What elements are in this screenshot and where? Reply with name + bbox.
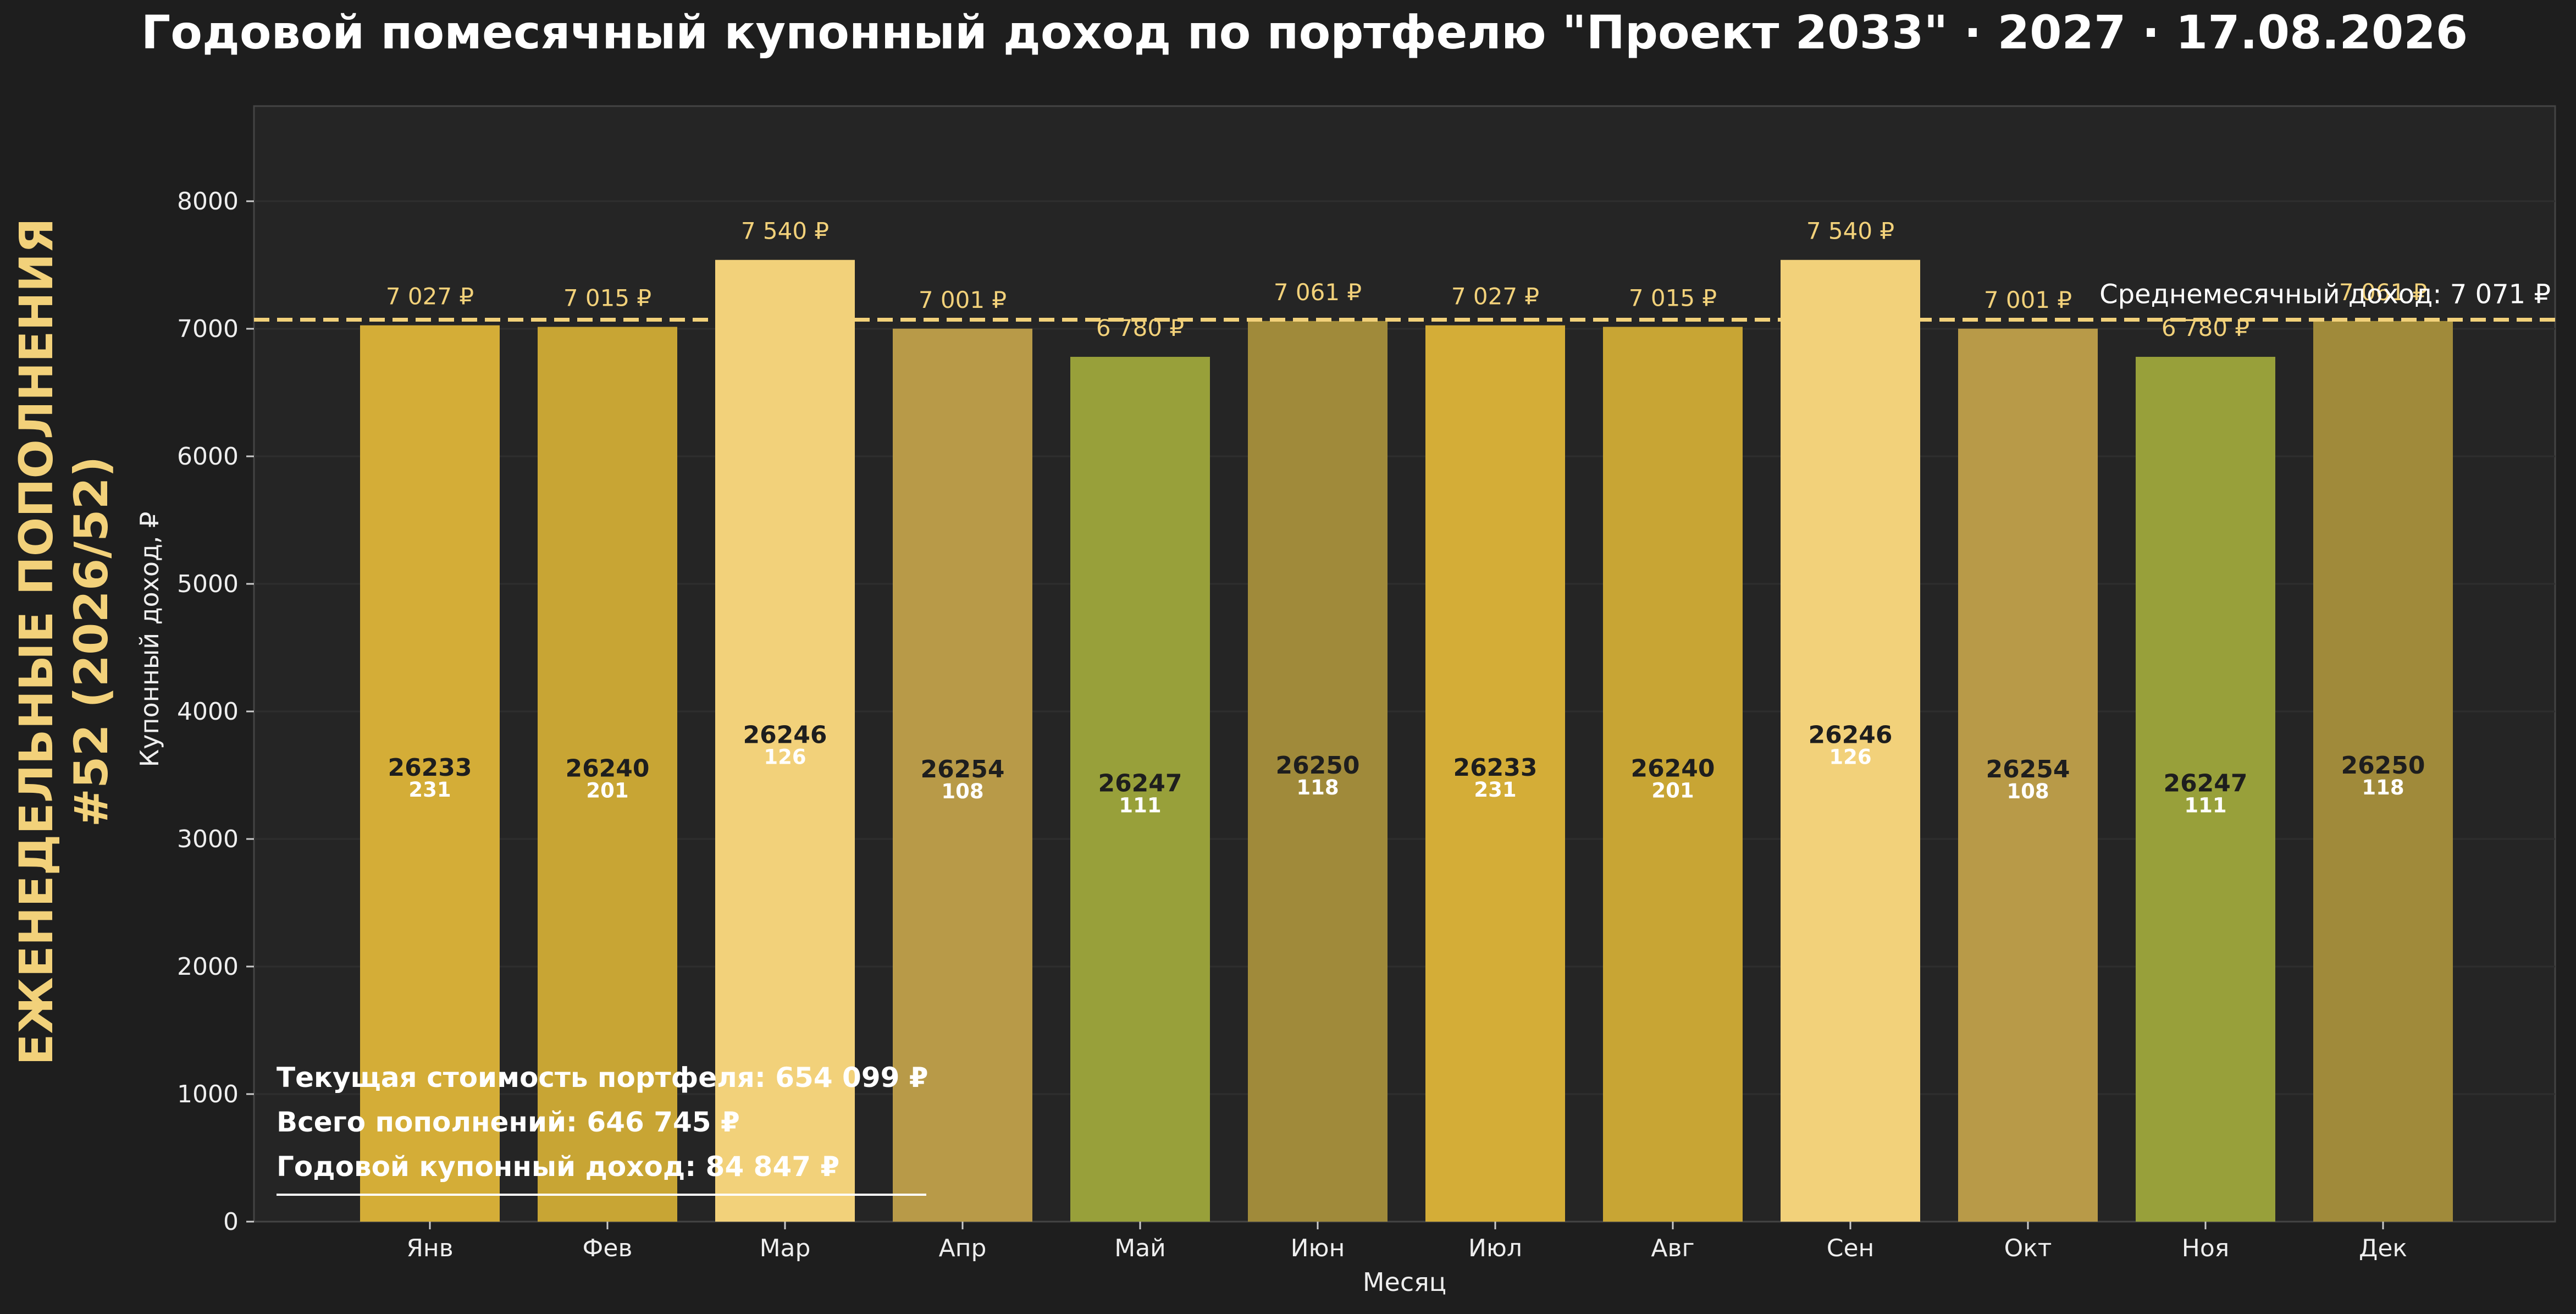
bar-value-label: 7 015 ₽ <box>1629 285 1717 312</box>
x-tick-label: Май <box>1114 1234 1166 1262</box>
bar <box>2136 357 2275 1222</box>
bar <box>1248 321 1387 1222</box>
bar-bond-code: 26240 <box>1630 754 1715 782</box>
bar-bond-count: 201 <box>1651 779 1694 802</box>
bar <box>2313 321 2453 1222</box>
bar-bond-count: 118 <box>1296 776 1339 799</box>
bar-bond-count: 111 <box>2184 794 2226 818</box>
bar-bond-count: 126 <box>1829 745 1871 769</box>
y-tick-label: 2000 <box>177 953 239 981</box>
x-tick-label: Мар <box>760 1234 811 1262</box>
x-tick-label: Сен <box>1827 1234 1875 1262</box>
bar-bond-count: 201 <box>586 779 628 802</box>
bar <box>715 260 855 1222</box>
bar-bond-code: 26250 <box>2341 752 2425 780</box>
y-tick-label: 1000 <box>177 1080 239 1108</box>
average-label: Среднемесячный доход: 7 071 ₽ <box>2099 279 2551 310</box>
bar-value-label: 7 540 ₽ <box>1806 218 1894 245</box>
summary-total-deposits: Всего пополнений: 646 745 ₽ <box>277 1106 740 1138</box>
summary-portfolio-value: Текущая стоимость портфеля: 654 099 ₽ <box>277 1062 928 1094</box>
y-axis-ticks: 0 1000 2000 3000 4000 5000 6000 7000 8000 <box>177 187 254 1236</box>
bar-value-label: 7 027 ₽ <box>1451 283 1539 310</box>
y-tick-label: 0 <box>223 1208 239 1236</box>
x-tick-label: Янв <box>406 1234 453 1262</box>
x-tick-label: Окт <box>2004 1234 2052 1262</box>
bar-bond-code: 26254 <box>1986 755 2070 783</box>
bar-bond-code: 26233 <box>1453 754 1537 782</box>
side-title-line-2: #52 (2026/52) <box>64 456 118 827</box>
x-tick-label: Ноя <box>2182 1234 2229 1262</box>
bar-bond-code: 26246 <box>743 721 827 749</box>
x-axis-label: Месяц <box>1363 1267 1446 1297</box>
bar-value-label: 7 001 ₽ <box>919 286 1007 313</box>
y-tick-label: 6000 <box>177 443 239 471</box>
x-tick-label: Авг <box>1651 1234 1694 1262</box>
bar-bond-count: 108 <box>2006 780 2049 803</box>
bar-value-label: 7 540 ₽ <box>741 218 829 245</box>
y-tick-label: 7000 <box>177 315 239 343</box>
bar-bond-code: 26254 <box>920 755 1004 783</box>
bar-value-label: 7 001 ₽ <box>1984 286 2072 313</box>
bar-value-label: 7 061 ₽ <box>1274 279 1362 306</box>
bar-bond-code: 26250 <box>1275 752 1359 780</box>
bar-bond-code: 26240 <box>565 754 649 782</box>
side-title: ЕЖЕНЕДЕЛЬНЫЕ ПОПОЛНЕНИЯ #52 (2026/52) <box>9 218 118 1065</box>
x-axis-ticks: Янв Фев Мар Апр Май Июн Июл Авг Сен Окт Ноя Дек <box>406 1222 2407 1262</box>
bar-bond-count: 111 <box>1119 794 1161 818</box>
summary-box: Текущая стоимость портфеля: 654 099 ₽ Вс… <box>277 1062 928 1196</box>
bar-value-label: 7 027 ₽ <box>386 283 474 310</box>
bar <box>1603 327 1743 1222</box>
bar-bond-count: 108 <box>941 780 983 803</box>
bar <box>1425 325 1565 1222</box>
bar-bond-code: 26247 <box>1098 770 1182 798</box>
bar-bond-code: 26246 <box>1808 721 1892 749</box>
bar-bond-count: 231 <box>408 778 451 802</box>
bar-bond-code: 26233 <box>388 754 472 782</box>
bar-bond-count: 118 <box>2362 776 2404 799</box>
x-tick-label: Дек <box>2359 1234 2407 1262</box>
bar-value-label: 7 061 ₽ <box>2339 279 2427 306</box>
x-tick-label: Июл <box>1468 1234 1522 1262</box>
bar <box>538 327 677 1222</box>
bar-value-label: 7 015 ₽ <box>563 285 651 312</box>
y-tick-label: 8000 <box>177 187 239 216</box>
chart-title: Годовой помесячный купонный доход по пор… <box>141 5 2468 59</box>
side-title-line-1: ЕЖЕНЕДЕЛЬНЫЕ ПОПОЛНЕНИЯ <box>9 218 63 1065</box>
bar <box>1958 328 2098 1222</box>
y-axis-label: Купонный доход, ₽ <box>135 512 164 768</box>
summary-annual-income: Годовой купонный доход: 84 847 ₽ <box>277 1151 839 1183</box>
y-tick-label: 5000 <box>177 570 239 598</box>
bar <box>360 325 500 1222</box>
bar-bond-code: 26247 <box>2163 770 2247 798</box>
bar <box>893 328 1032 1222</box>
x-tick-label: Июн <box>1291 1234 1345 1262</box>
bar <box>1070 357 1210 1222</box>
bar <box>1781 260 1920 1222</box>
bar-bond-count: 126 <box>764 745 806 769</box>
bar-bond-count: 231 <box>1474 778 1516 802</box>
average-line-group: Среднемесячный доход: 7 071 ₽ <box>254 279 2555 322</box>
x-tick-label: Апр <box>939 1234 987 1262</box>
y-tick-label: 4000 <box>177 698 239 726</box>
x-tick-label: Фев <box>583 1234 633 1262</box>
y-tick-label: 3000 <box>177 825 239 853</box>
